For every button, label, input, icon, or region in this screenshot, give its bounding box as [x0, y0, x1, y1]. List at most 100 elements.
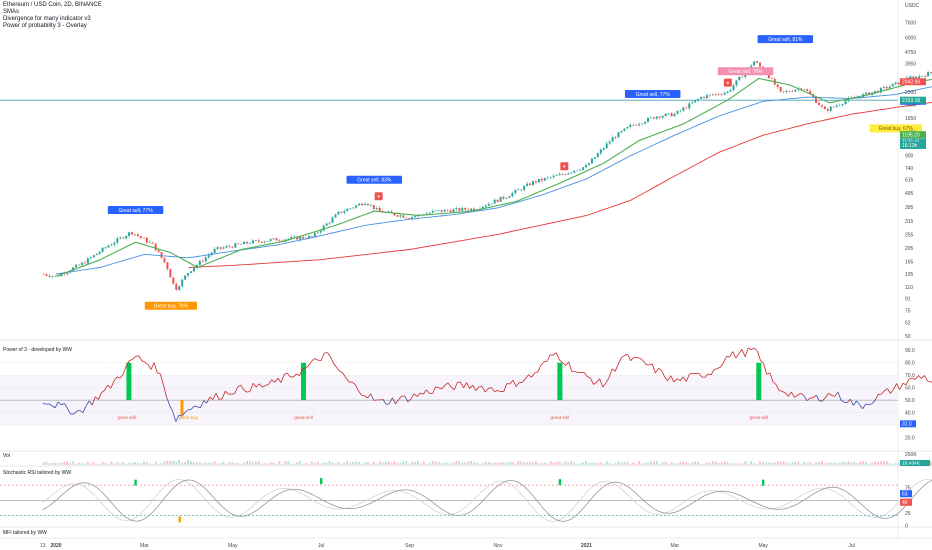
candle-body-29 [128, 232, 131, 236]
candle-body-17 [92, 255, 95, 258]
candle-body-60 [219, 247, 222, 249]
volume-bar-246 [767, 462, 770, 465]
power-seg-284 [921, 375, 925, 379]
volume-bar-0 [42, 462, 45, 465]
power-seg-58 [221, 391, 226, 399]
time-tick-7: 2021 [581, 543, 592, 549]
power-last-box [900, 420, 916, 428]
power-seg-97 [342, 372, 347, 379]
power-seg-181 [602, 382, 607, 388]
power-seg-203 [670, 375, 675, 383]
power-tick-3: 60.0 [905, 386, 915, 392]
candle-body-301 [930, 72, 932, 73]
price-tick-2: 4750 [905, 50, 916, 56]
volume-bar-148 [479, 463, 481, 465]
power-seg-71 [262, 385, 266, 388]
power-seg-63 [237, 384, 241, 388]
volume-bar-129 [423, 461, 425, 465]
volume-bar-230 [720, 462, 723, 465]
volume-bar-256 [797, 461, 800, 465]
volume-bar-235 [735, 463, 738, 465]
candle-body-259 [806, 89, 809, 92]
candle-body-108 [361, 203, 364, 206]
power-seg-255 [831, 395, 835, 397]
power-seg-5 [57, 401, 62, 406]
price-label-3: 1195.20 [902, 132, 920, 138]
volume-bar-144 [467, 461, 470, 465]
power-seg-44 [178, 414, 183, 417]
candle-body-200 [632, 124, 635, 126]
stoch-signal-mark-2 [320, 478, 323, 485]
price-label-0: 2942.99 [902, 79, 920, 85]
candle-body-24 [113, 242, 116, 245]
candle-body-254 [791, 91, 794, 92]
power-seg-48 [190, 405, 195, 410]
volume-bar-181 [576, 463, 579, 465]
candle-body-47 [181, 279, 184, 287]
power-seg-41 [169, 404, 174, 412]
candle-body-146 [473, 208, 476, 211]
power-seg-31 [138, 355, 143, 361]
volume-bar-231 [723, 461, 726, 465]
signal-label-box-3 [757, 35, 814, 44]
signal-label-6: Great sell, 76% [728, 69, 763, 75]
volume-bar-252 [785, 462, 788, 465]
candle-body-137 [446, 209, 449, 211]
candle-body-271 [841, 104, 844, 105]
volume-bar-195 [617, 461, 620, 465]
volume-bar-245 [765, 462, 767, 465]
volume-bar-59 [216, 463, 219, 465]
candle-body-91 [310, 236, 313, 237]
candle-body-184 [585, 165, 588, 168]
volume-bar-199 [629, 463, 632, 465]
power-seg-120 [413, 393, 418, 397]
volume-bar-143 [464, 462, 467, 465]
volume-bar-27 [122, 461, 125, 465]
power-seg-51 [200, 400, 204, 408]
price-tick-22: 75 [905, 309, 911, 315]
power-seg-232 [760, 360, 764, 364]
power-seg-77 [280, 374, 285, 383]
power-seg-53 [206, 396, 211, 404]
volume-bar-210 [661, 461, 664, 465]
volume-bar-225 [706, 462, 708, 465]
volume-bar-111 [369, 463, 372, 465]
power-seg-13 [82, 405, 87, 413]
volume-bar-175 [558, 461, 561, 465]
volume-bar-238 [744, 461, 747, 465]
time-tick-1: 2020 [50, 543, 61, 549]
price-tick-15: 315 [905, 219, 914, 225]
candle-body-280 [868, 92, 871, 96]
volume-bar-63 [228, 462, 231, 465]
volume-bar-161 [517, 461, 520, 465]
power-seg-221 [726, 355, 730, 358]
power-seg-45 [181, 412, 186, 417]
candle-body-206 [649, 117, 652, 118]
candle-body-56 [207, 255, 210, 258]
signal-label-box-1 [346, 175, 402, 184]
candle-body-183 [582, 167, 585, 170]
volume-bar-267 [829, 462, 832, 465]
candle-body-43 [169, 269, 172, 278]
candle-body-113 [375, 207, 378, 209]
price-tick-20: 110 [905, 285, 913, 291]
power-seg-228 [747, 347, 752, 350]
candle-body-264 [820, 105, 823, 107]
volume-bar-12 [78, 462, 80, 465]
volume-bar-206 [650, 461, 652, 465]
candle-body-151 [487, 203, 490, 206]
power-seg-149 [503, 383, 508, 392]
volume-bar-203 [641, 463, 643, 465]
volume-bar-100 [337, 461, 340, 465]
candle-body-88 [302, 236, 305, 239]
power-seg-224 [735, 353, 740, 359]
volume-bar-286 [885, 461, 888, 465]
candle-body-52 [195, 265, 198, 268]
volume-bar-72 [254, 461, 257, 465]
volume-bar-130 [425, 463, 428, 465]
power-seg-201 [664, 376, 669, 381]
power-seg-187 [621, 355, 625, 358]
power-seg-135 [460, 381, 464, 388]
power-seg-3 [51, 405, 56, 409]
